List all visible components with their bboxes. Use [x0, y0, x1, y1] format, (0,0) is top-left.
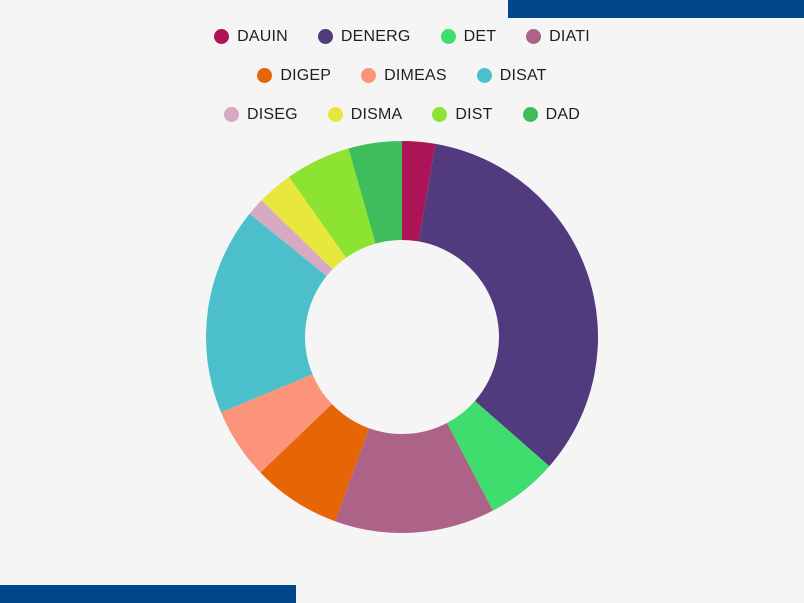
slice-dist[interactable] [289, 148, 376, 258]
legend-row: DIGEP DIMEAS DISAT [257, 65, 546, 86]
legend-label: DISMA [350, 105, 403, 123]
legend-item[interactable]: DISMA [327, 105, 403, 124]
legend-item[interactable]: DISEG [223, 105, 298, 124]
legend-swatch [327, 107, 343, 122]
legend-item[interactable]: DIATI [526, 28, 590, 46]
legend-row: DAUIN DENERG DET DIATI [214, 26, 590, 47]
legend-label: DISEG [246, 105, 298, 123]
slice-diseg[interactable] [249, 200, 333, 276]
slice-diati[interactable] [335, 422, 493, 533]
legend-label: DAD [545, 105, 581, 123]
legend-item[interactable]: DENERG [317, 27, 411, 46]
legend-row: DISEG DISMA DIST DAD [223, 104, 581, 125]
top-accent-bar [508, 0, 804, 18]
legend-swatch [317, 29, 333, 44]
legend-item[interactable]: DISAT [476, 66, 547, 85]
slice-dimeas[interactable] [221, 374, 332, 473]
legend-item[interactable]: DAD [522, 105, 581, 124]
legend-swatch [432, 107, 448, 122]
legend-swatch [361, 68, 377, 83]
slice-disat[interactable] [205, 213, 327, 413]
legend-item[interactable]: DAUIN [214, 28, 288, 46]
chart-legend: DAUIN DENERG DET DIATI DIGEP DIMEAS DISAT DISEG… [0, 26, 804, 125]
legend-swatch [476, 68, 492, 83]
legend-swatch [257, 68, 273, 83]
bottom-accent-bar [0, 585, 296, 603]
slice-dad[interactable] [348, 141, 402, 244]
legend-swatch [223, 107, 239, 122]
slice-dauin[interactable] [402, 141, 436, 242]
slice-denerg[interactable] [418, 143, 598, 467]
legend-label: DIMEAS [384, 66, 447, 84]
legend-label: DENERG [340, 27, 411, 45]
legend-label: DISAT [499, 66, 547, 84]
legend-swatch [522, 107, 538, 122]
legend-label: DIGEP [280, 66, 332, 84]
legend-swatch [526, 29, 542, 44]
slice-det[interactable] [446, 400, 550, 511]
slice-digep[interactable] [260, 404, 370, 522]
legend-item[interactable]: DIST [432, 106, 492, 124]
slice-disma[interactable] [261, 176, 347, 270]
legend-item[interactable]: DIMEAS [361, 67, 447, 85]
legend-label: DAUIN [237, 27, 288, 45]
legend-item[interactable]: DIGEP [257, 67, 331, 85]
legend-label: DIATI [549, 27, 590, 45]
legend-label: DIST [455, 105, 493, 123]
legend-swatch [214, 29, 230, 44]
legend-label: DET [463, 27, 497, 45]
legend-item[interactable]: DET [440, 27, 497, 46]
legend-swatch [440, 29, 456, 44]
